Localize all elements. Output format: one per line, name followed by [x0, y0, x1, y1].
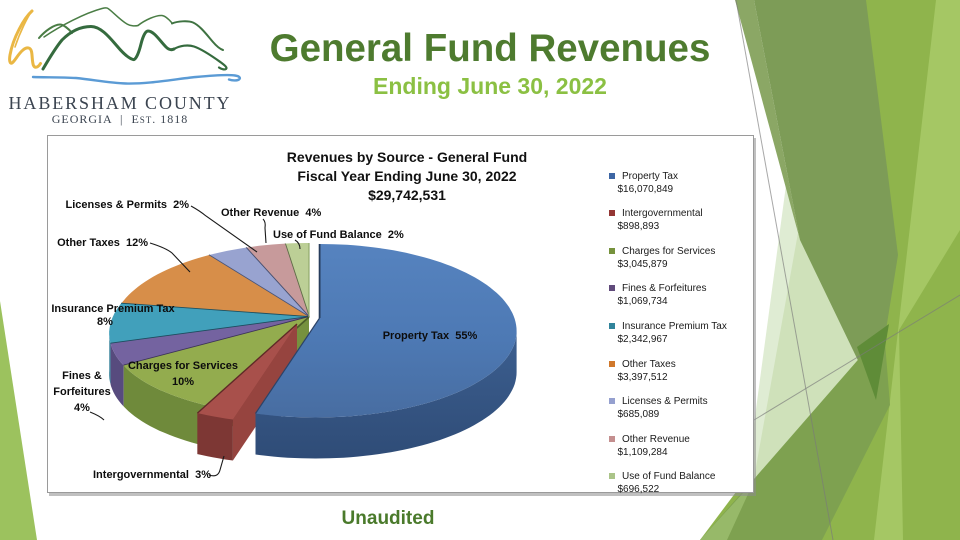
- svg-text:Intergovernmental 3%: Intergovernmental 3%: [93, 469, 211, 481]
- svg-text:Licenses & Permits 2%: Licenses & Permits 2%: [65, 199, 189, 211]
- svg-text:Fines &: Fines &: [62, 370, 102, 382]
- svg-text:GEORGIA | EST. 1818: GEORGIA | EST. 1818: [52, 112, 189, 126]
- svg-text:Property Tax 55%: Property Tax 55%: [383, 330, 478, 342]
- svg-text:8%: 8%: [97, 316, 113, 328]
- svg-text:4%: 4%: [74, 402, 90, 414]
- svg-text:HABERSHAM COUNTY: HABERSHAM COUNTY: [9, 93, 232, 113]
- svg-text:Use of Fund Balance 2%: Use of Fund Balance 2%: [273, 229, 404, 241]
- svg-text:Forfeitures: Forfeitures: [53, 386, 110, 398]
- svg-text:10%: 10%: [172, 376, 194, 388]
- svg-text:Charges for Services: Charges for Services: [128, 360, 238, 372]
- svg-text:Other Taxes 12%: Other Taxes 12%: [57, 237, 148, 249]
- svg-text:Insurance Premium Tax: Insurance Premium Tax: [51, 303, 175, 315]
- svg-text:Other Revenue 4%: Other Revenue 4%: [221, 207, 321, 219]
